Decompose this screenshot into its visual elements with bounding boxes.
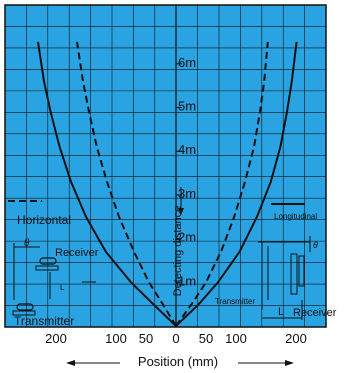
curves [37,41,298,327]
x-tick-label: 200 [45,331,67,346]
longitudinal-theta-label: θ [313,240,318,250]
grid [5,5,326,327]
longitudinal-L-label: L [278,306,284,318]
y-tick-label: 3m [178,186,196,201]
horizontal-receiver-label: Receiver [55,247,99,259]
y-ticks: 1m 2m 3m 4m 5m 6m [175,5,196,327]
y-tick-label: 1m [178,273,196,288]
y-tick-label: 5m [178,99,196,114]
horizontal-receiver-icon [39,257,57,265]
horizontal-transmitter-label: Transmitter [14,314,74,328]
y-tick-label: 6m [178,55,196,70]
series-longitudinal-right-curve [175,41,298,327]
x-axis-arrowhead-right [285,360,294,366]
horizontal-L-label: L [60,283,65,292]
series-longitudinal-left-curve [37,41,177,327]
x-tick-label: 200 [285,331,307,346]
longitudinal-diagram: θ Transmitter L Receiver [215,236,337,320]
y-tick-label: 2m [178,230,196,245]
horizontal-receiver-base [35,265,59,271]
x-axis-arrowhead-left [66,360,75,366]
y-axis-label: Detecting distance [172,206,184,297]
horizontal-transmitter-icon [16,303,34,311]
x-tick-label: 100 [105,331,127,346]
x-tick-label: 0 [172,331,179,346]
longitudinal-transmitter-label: Transmitter [215,297,255,306]
longitudinal-receiver-icon [290,253,298,295]
x-tick-label: 50 [139,331,153,346]
y-tick-label: 4m [178,142,196,157]
horizontal-theta-label: θ [24,238,30,249]
horizontal-transmitter-base [12,310,36,316]
x-tick-label: 100 [225,331,247,346]
series-horizontal-right-curve [175,41,269,327]
y-axis-label-arrowhead [178,208,184,215]
horizontal-diagram: θ Receiver L Transmitter [12,238,99,328]
plot-area [5,5,326,327]
longitudinal-receiver-label: Receiver [293,307,337,319]
legend-horizontal-label: Horizontal [17,213,71,227]
x-ticks: 200 100 50 0 50 100 200 [45,331,307,346]
x-axis-label: Position (mm) [138,354,218,369]
plot-border [4,4,327,328]
series-horizontal-left-curve [76,41,177,327]
legend-longitudinal-label: Longitudinal [274,212,317,221]
x-tick-label: 50 [199,331,213,346]
